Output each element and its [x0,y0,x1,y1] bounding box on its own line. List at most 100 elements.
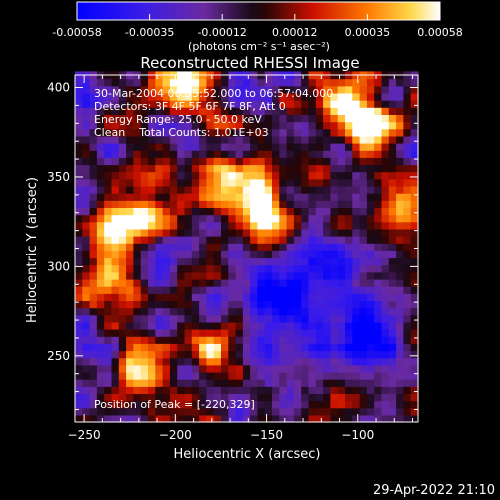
heatmap-cell [140,185,149,194]
heatmap-cell [235,92,244,101]
heatmap-cell [286,157,295,166]
heatmap-cell [235,364,244,373]
heatmap-cell [206,207,215,216]
heatmap-cell [374,250,383,259]
heatmap-cell [111,193,120,201]
heatmap-cell [221,264,229,273]
heatmap-cell [293,121,302,130]
heatmap-cell [250,78,258,87]
heatmap-cell [213,414,222,423]
heatmap-cell [279,250,288,259]
heatmap-cell [191,228,200,237]
heatmap-cell [228,92,237,101]
heatmap-cell [199,336,207,344]
heatmap-cell [293,271,302,280]
heatmap-cell [257,400,266,409]
heatmap-cell [396,228,404,237]
heatmap-cell [315,329,324,337]
heatmap-cell [315,386,324,394]
heatmap-cell [301,314,310,323]
heatmap-cell [272,100,280,108]
heatmap-cell [155,336,164,344]
heatmap-cell [388,100,397,108]
heatmap-cell [155,85,164,94]
heatmap-cell [206,307,215,316]
heatmap-cell [381,336,390,344]
heatmap-cell [272,343,280,352]
heatmap-cell [133,364,142,373]
heatmap-cell [315,85,324,94]
heatmap-cell [242,92,251,101]
heatmap-cell [374,271,383,280]
heatmap-cell [104,92,113,101]
heatmap-cell [352,414,361,423]
heatmap-cell [264,221,273,230]
heatmap-cell [191,379,200,387]
heatmap-cell [177,100,186,108]
heatmap-cell [315,414,324,423]
heatmap-cell [221,350,229,359]
heatmap-cell [381,92,390,101]
heatmap-cell [235,321,244,330]
heatmap-cell [345,135,353,144]
heatmap-cell [169,321,178,330]
heatmap-cell [286,221,295,230]
heatmap-cell [352,321,361,330]
heatmap-cell [228,286,237,294]
heatmap-cell [381,207,390,216]
heatmap-cell [162,350,171,359]
heatmap-cell [308,107,317,115]
heatmap-cell [381,314,390,323]
heatmap-cell [126,171,134,180]
heatmap-cell [177,278,186,287]
heatmap-cell [140,236,149,244]
heatmap-cell [272,200,280,208]
heatmap-cell [250,121,258,130]
heatmap-cell [221,278,229,287]
heatmap-cell [118,221,127,230]
heatmap-cell [140,207,149,216]
heatmap-cell [381,128,390,137]
heatmap-cell [374,107,383,115]
heatmap-cell [257,250,266,259]
heatmap-cell [118,257,127,266]
heatmap-cell [82,257,91,266]
heatmap-cell [184,135,193,144]
heatmap-cell [162,100,171,108]
heatmap-cell [228,364,237,373]
heatmap-cell [96,121,105,130]
heatmap-cell [264,236,273,244]
heatmap-cell [410,379,419,387]
heatmap-cell [410,135,419,144]
heatmap-cell [206,92,215,101]
heatmap-cell [337,386,346,394]
heatmap-cell [272,164,280,173]
heatmap-cell [286,407,295,416]
heatmap-cell [315,286,324,294]
heatmap-cell [286,350,295,359]
heatmap-cell [82,207,91,216]
heatmap-cell [155,343,164,352]
heatmap-cell [250,364,258,373]
heatmap-cell [111,286,120,294]
heatmap-cell [162,314,171,323]
heatmap-cell [82,243,91,251]
heatmap-cell [301,307,310,316]
heatmap-cell [264,307,273,316]
heatmap-cell [126,107,134,115]
heatmap-cell [155,300,164,309]
heatmap-cell [242,150,251,158]
heatmap-cell [235,193,244,201]
heatmap-cell [148,128,156,137]
heatmap-cell [330,150,339,158]
heatmap-cell [177,135,186,144]
heatmap-cell [250,164,258,173]
heatmap-cell [169,185,178,194]
heatmap-cell [221,178,229,187]
heatmap-cell [337,121,346,130]
heatmap-cell [308,85,317,94]
heatmap-cell [213,100,222,108]
heatmap-cell [301,329,310,337]
heatmap-cell [221,92,229,101]
heatmap-cell [279,171,288,180]
